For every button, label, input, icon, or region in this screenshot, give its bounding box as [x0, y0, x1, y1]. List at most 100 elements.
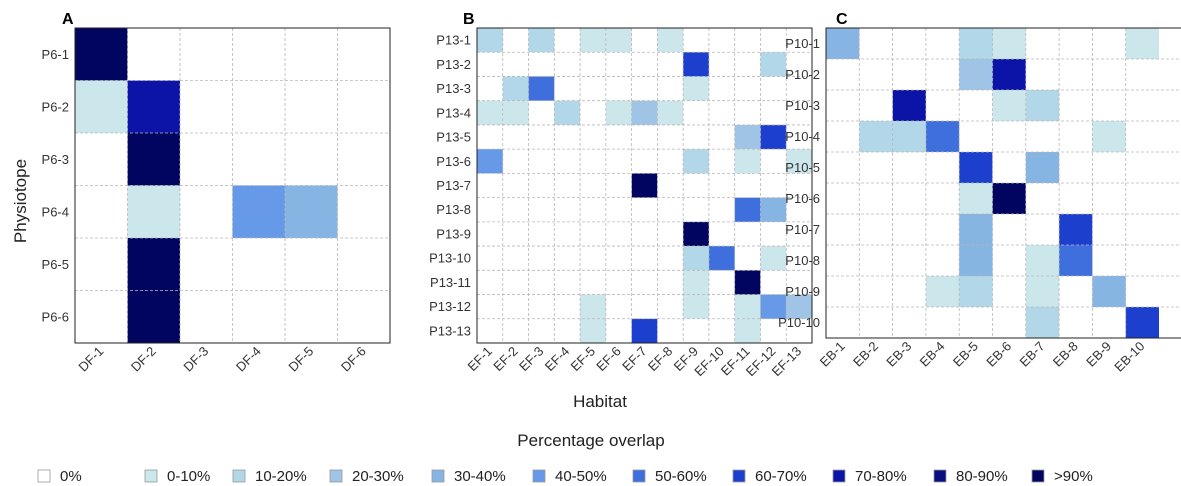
panel-b-label: B: [463, 11, 475, 28]
panel-b-cell: [683, 270, 709, 295]
panel-c-cell: [959, 214, 993, 245]
panel-c-row-label: P10-8: [785, 253, 820, 268]
panel-b-cell: [580, 318, 606, 343]
panel-b-cell: [786, 294, 812, 319]
panel-b-cell: [657, 28, 684, 53]
panel-b-row-label: P13-12: [429, 299, 471, 314]
panel-b-cell: [554, 100, 581, 125]
panel-a-row-label: P6-2: [42, 99, 69, 114]
panel-b-row-label: P13-4: [436, 105, 471, 120]
panel-c-col-label: EB-10: [1111, 339, 1147, 375]
legend-label: 50-60%: [655, 468, 707, 485]
panel-b-cell: [631, 100, 658, 125]
legend-swatch: [144, 469, 158, 483]
legend-label: 40-50%: [555, 468, 607, 485]
panel-b-col-label: EF-1: [464, 344, 495, 375]
panel-b-cell: [580, 28, 606, 53]
panel-c-cell: [959, 152, 993, 183]
panel-b-cell: [502, 100, 529, 125]
panel-c-cell: [959, 245, 993, 276]
legend-title: Percentage overlap: [517, 431, 664, 450]
panel-b-col-label: EF-5: [568, 344, 599, 375]
panel-c-row-label: P10-2: [785, 67, 820, 82]
legend-label: >90%: [1054, 468, 1093, 485]
panel-a-row-label: P6-4: [42, 204, 69, 219]
panel-c-col-label: EB-9: [1083, 339, 1114, 370]
panel-c-col-label: EB-8: [1050, 339, 1081, 370]
panel-b-frame: [476, 27, 813, 344]
panel-c-cell: [859, 121, 893, 152]
panel-c-label: C: [836, 11, 848, 28]
panel-b-cell: [734, 318, 761, 343]
panel-c-row-label: P10-4: [785, 129, 820, 144]
panel-b-cell: [683, 149, 709, 174]
panel-b-cell: [683, 76, 709, 101]
legend-swatch: [933, 469, 947, 483]
panel-a-row-label: P6-5: [42, 257, 69, 272]
panel-c-cell: [925, 276, 960, 307]
panel-b-cell: [631, 173, 658, 198]
legend-label: 30-40%: [454, 468, 506, 485]
legend-label: 10-20%: [255, 468, 307, 485]
panel-b-cell: [477, 149, 503, 174]
panel-b-cell: [631, 318, 658, 343]
panel-b-cell: [734, 294, 761, 319]
panel-b-col-label: EF-7: [619, 344, 650, 375]
legend-swatch: [232, 469, 246, 483]
panel-c-cell: [1092, 276, 1126, 307]
panel-a-cell: [75, 80, 128, 133]
panel-a-col-label: DF-5: [285, 344, 316, 375]
panel-c-col-label: EB-4: [917, 339, 948, 370]
panel-b-col-label: EF-8: [645, 344, 676, 375]
y-axis-title: Physiotope: [11, 159, 30, 243]
panel-a-cell: [127, 238, 180, 291]
panel-b-cell: [760, 246, 787, 271]
panel-c-cell: [925, 121, 960, 152]
panel-b-row-label: P13-1: [436, 33, 471, 48]
panel-c-row-label: P10-1: [785, 36, 820, 51]
panel-b-row-label: P13-11: [430, 275, 471, 290]
panel-b-col-label: EF-10: [691, 344, 727, 380]
panel-b-cell: [760, 294, 787, 319]
panel-c-frame: [825, 27, 1181, 339]
panel-c-row-label: P10-5: [785, 160, 820, 175]
panel-c-row-label: P10-7: [785, 222, 820, 237]
panel-b-cell: [580, 294, 606, 319]
panel-a-col-label: DF-3: [180, 344, 211, 375]
panel-a-cell: [127, 133, 180, 186]
panel-c-cell: [1025, 307, 1060, 338]
panel-b-row-label: P13-2: [436, 57, 471, 72]
panel-c-cell: [1059, 214, 1093, 245]
panel-b-cell: [683, 221, 709, 247]
legend-swatch: [532, 469, 546, 483]
legend-swatch: [431, 469, 445, 483]
panel-a-label: A: [62, 11, 74, 28]
panel-b-col-label: EF-13: [769, 344, 805, 380]
panel-b-col-label: EF-6: [593, 344, 624, 375]
panel-b-row-label: P13-8: [436, 202, 471, 217]
panel-b-row-label: P13-5: [436, 130, 471, 145]
panel-b-cell: [683, 246, 709, 271]
panel-a-col-label: DF-2: [128, 344, 159, 375]
panel-b-col-label: EF-4: [542, 344, 573, 375]
panel-b-cell: [760, 197, 787, 222]
legend-swatch: [632, 469, 646, 483]
legend-swatch: [329, 469, 343, 483]
panel-b-cell: [477, 28, 503, 53]
panel-c-row-label: P10-6: [785, 191, 820, 206]
panel-a-row-label: P6-1: [42, 47, 69, 62]
panel-c-col-label: EB-3: [883, 339, 914, 370]
panel-a-cell: [75, 28, 128, 81]
panel-a-col-label: DF-6: [338, 344, 369, 375]
panel-b-cell: [734, 124, 761, 150]
panel-b-row-label: P13-3: [436, 81, 471, 96]
panel-c-col-label: EB-7: [1017, 339, 1048, 370]
panel-b-cell: [605, 100, 632, 125]
panel-a-frame: [74, 27, 391, 344]
panel-b-cell: [477, 100, 503, 125]
panel-b-cell: [683, 294, 709, 319]
panel-a-cell: [285, 185, 338, 238]
panel-c-cell: [1025, 90, 1060, 121]
panel-b-cell: [708, 246, 735, 271]
